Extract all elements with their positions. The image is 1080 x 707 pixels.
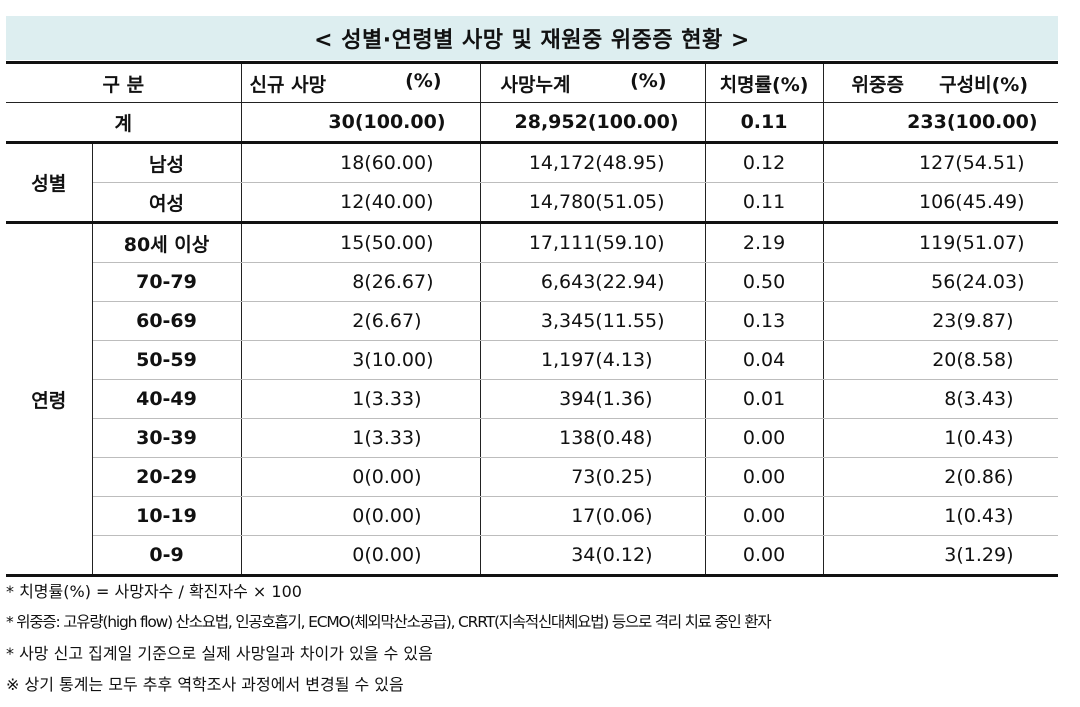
header-severe-label: 위중증 — [851, 73, 904, 96]
header-severe-ratio: 구성비(%) — [939, 73, 1029, 96]
severe-cell: 2(0.86) — [823, 457, 1059, 497]
row-label: 50-59 — [92, 340, 242, 380]
row-label: 남성 — [92, 142, 242, 183]
cum-deaths-cell: 394(1.36) — [480, 379, 706, 419]
age-group-label: 연령 — [6, 222, 93, 577]
row-label: 10-19 — [92, 496, 242, 536]
table-row: 30-39 1(3.33) 138(0.48) 0.00 1(0.43) — [6, 418, 1059, 458]
new-deaths-cell: 3(10.00) — [241, 340, 481, 380]
new-deaths-cell: 8(26.67) — [241, 262, 481, 302]
fatality-rate-cell: 0.00 — [705, 457, 824, 497]
table-row: 40-49 1(3.33) 394(1.36) 0.01 8(3.43) — [6, 379, 1059, 419]
header-new-deaths: 신규 사망 (%) — [241, 61, 481, 103]
severe-cell: 56(24.03) — [823, 262, 1059, 302]
total-row: 계 30(100.00) 28,952(100.00) 0.11 233(100… — [6, 102, 1059, 144]
severe-cell: 3(1.29) — [823, 535, 1059, 577]
fatality-rate-cell: 2.19 — [705, 222, 824, 263]
cum-deaths-cell: 1,197(4.13) — [480, 340, 706, 380]
new-deaths-cell: 0(0.00) — [241, 496, 481, 536]
cum-deaths-cell: 138(0.48) — [480, 418, 706, 458]
table-row: 20-29 0(0.00) 73(0.25) 0.00 2(0.86) — [6, 457, 1059, 497]
new-deaths-cell: 18(60.00) — [241, 142, 481, 183]
death-severe-status-table: 구 분 신규 사망 (%) 사망누계 (%) 치명률(%) 위중증 구성비(%) — [6, 61, 1059, 577]
row-label: 여성 — [92, 182, 242, 224]
row-label: 80세 이상 — [92, 222, 242, 263]
footnote-fatality-formula: * 치명률(%) = 사망자수 / 확진자수 × 100 — [6, 582, 302, 601]
table-row: 0-9 0(0.00) 34(0.12) 0.00 3(1.29) — [6, 535, 1059, 577]
cum-deaths-cell: 28,952(100.00) — [480, 102, 706, 144]
severe-cell: 23(9.87) — [823, 301, 1059, 341]
cum-deaths-cell: 73(0.25) — [480, 457, 706, 497]
severe-cell: 127(54.51) — [823, 142, 1059, 183]
severe-cell: 233(100.00) — [823, 102, 1059, 144]
row-label: 계 — [6, 102, 242, 144]
severe-cell: 1(0.43) — [823, 418, 1059, 458]
row-label: 30-39 — [92, 418, 242, 458]
cum-deaths-cell: 34(0.12) — [480, 535, 706, 577]
cum-deaths-cell: 6,643(22.94) — [480, 262, 706, 302]
header-row: 구 분 신규 사망 (%) 사망누계 (%) 치명률(%) 위중증 구성비(%) — [6, 61, 1059, 103]
table-title: < 성별·연령별 사망 및 재원중 위중증 현황 > — [6, 16, 1058, 60]
new-deaths-cell: 12(40.00) — [241, 182, 481, 224]
footnotes: * 치명률(%) = 사망자수 / 확진자수 × 100 * 위중증: 고유량(… — [6, 576, 1066, 700]
cum-deaths-cell: 14,780(51.05) — [480, 182, 706, 224]
new-deaths-cell: 0(0.00) — [241, 457, 481, 497]
footnote-subject-to-change: ※ 상기 통계는 모두 추후 역학조사 과정에서 변경될 수 있음 — [6, 675, 404, 694]
table-row: 성별 남성 18(60.00) 14,172(48.95) 0.12 127(5… — [6, 142, 1059, 224]
severe-cell: 8(3.43) — [823, 379, 1059, 419]
header-new-deaths-label: 신규 사망 — [249, 73, 327, 96]
new-deaths-cell: 30(100.00) — [241, 102, 481, 144]
cum-deaths-cell: 3,345(11.55) — [480, 301, 706, 341]
severe-cell: 106(45.49) — [823, 182, 1059, 224]
row-label: 70-79 — [92, 262, 242, 302]
header-cum-deaths-pct: (%) — [630, 69, 667, 92]
cum-deaths-cell: 17,111(59.10) — [480, 222, 706, 263]
fatality-rate-cell: 0.11 — [705, 102, 824, 144]
header-cum-deaths-label: 사망누계 — [500, 73, 571, 96]
new-deaths-cell: 15(50.00) — [241, 222, 481, 263]
fatality-rate-cell: 0.00 — [705, 496, 824, 536]
row-label: 40-49 — [92, 379, 242, 419]
fatality-rate-cell: 0.12 — [705, 142, 824, 183]
header-cum-deaths: 사망누계 (%) — [480, 61, 706, 103]
new-deaths-cell: 2(6.67) — [241, 301, 481, 341]
new-deaths-cell: 1(3.33) — [241, 379, 481, 419]
new-deaths-cell: 0(0.00) — [241, 535, 481, 577]
table-row: 10-19 0(0.00) 17(0.06) 0.00 1(0.43) — [6, 496, 1059, 536]
severe-cell: 119(51.07) — [823, 222, 1059, 263]
fatality-rate-cell: 0.13 — [705, 301, 824, 341]
row-label: 0-9 — [92, 535, 242, 577]
severe-cell: 20(8.58) — [823, 340, 1059, 380]
cum-deaths-cell: 17(0.06) — [480, 496, 706, 536]
header-category: 구 분 — [6, 61, 242, 103]
table-row: 여성 12(40.00) 14,780(51.05) 0.11 106(45.4… — [6, 182, 1059, 224]
row-label: 20-29 — [92, 457, 242, 497]
table-row: 70-79 8(26.67) 6,643(22.94) 0.50 56(24.0… — [6, 262, 1059, 302]
table-row: 60-69 2(6.67) 3,345(11.55) 0.13 23(9.87) — [6, 301, 1059, 341]
fatality-rate-cell: 0.11 — [705, 182, 824, 224]
header-new-deaths-pct: (%) — [405, 69, 442, 92]
header-severe: 위중증 구성비(%) — [823, 61, 1059, 103]
table-row: 연령 80세 이상 15(50.00) 17,111(59.10) 2.19 1… — [6, 222, 1059, 577]
fatality-rate-cell: 0.00 — [705, 418, 824, 458]
footnote-severe-definition: * 위중증: 고유량(high flow) 산소요법, 인공호흡기, ECMO(… — [6, 613, 772, 631]
fatality-rate-cell: 0.04 — [705, 340, 824, 380]
fatality-rate-cell: 0.01 — [705, 379, 824, 419]
fatality-rate-cell: 0.00 — [705, 535, 824, 577]
table-row: 50-59 3(10.00) 1,197(4.13) 0.04 20(8.58) — [6, 340, 1059, 380]
fatality-rate-cell: 0.50 — [705, 262, 824, 302]
footnote-reporting-date: * 사망 신고 집계일 기준으로 실제 사망일과 차이가 있을 수 있음 — [6, 644, 433, 663]
severe-cell: 1(0.43) — [823, 496, 1059, 536]
header-fatality-rate: 치명률(%) — [705, 61, 824, 103]
new-deaths-cell: 1(3.33) — [241, 418, 481, 458]
cum-deaths-cell: 14,172(48.95) — [480, 142, 706, 183]
row-label: 60-69 — [92, 301, 242, 341]
sex-group-label: 성별 — [6, 142, 93, 224]
